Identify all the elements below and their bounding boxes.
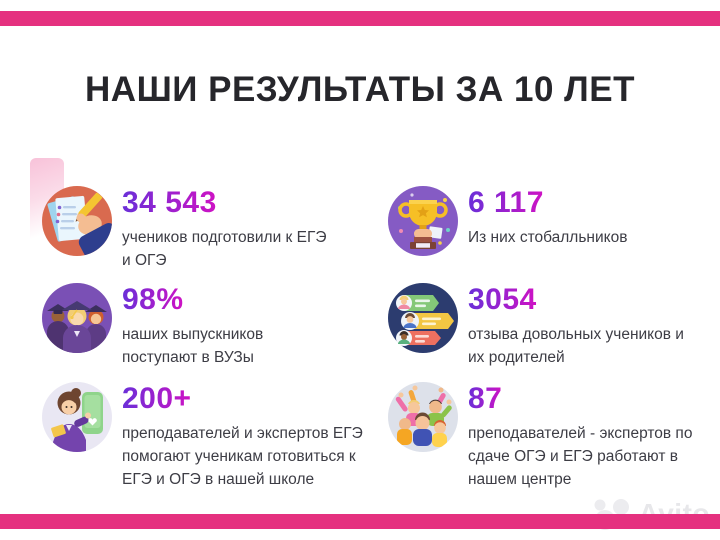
stat-label: преподавателей и экспертов ЕГЭ помогают … [122,425,363,488]
celebrating-team-icon [388,382,458,452]
stat-value: 3054 [468,283,537,316]
stat-item-graduates: 98% наших выпускников поступают в ВУЗы [42,283,388,382]
stat-item-students: 34 543 учеников подготовили к ЕГЭ и ОГЭ [42,186,388,283]
stat-item-teachers: 200+ преподавателей и экспертов ЕГЭ помо… [42,382,388,491]
teacher-icon [42,382,112,452]
stat-label: Из них стобалльников [468,229,628,246]
page-title: НАШИ РЕЗУЛЬТАТЫ ЗА 10 ЛЕТ [85,70,635,109]
stat-value: 98% [122,283,184,316]
stat-value: 6 117 [468,186,544,219]
stat-value: 200+ [122,382,192,415]
stat-label: наших выпускников поступают в ВУЗы [122,326,264,366]
stat-item-experts: 87 преподавателей - экспертов по сдаче О… [388,382,720,491]
stat-label: учеников подготовили к ЕГЭ и ОГЭ [122,229,327,269]
stat-value: 34 543 [122,186,217,219]
reviews-icon [388,283,458,353]
stat-item-reviews: 3054 отзыва довольных учеников и их роди… [388,283,720,382]
exam-writing-icon [42,186,112,256]
stat-item-top-scorers: 6 117 Из них стобалльников [388,186,720,283]
bottom-accent-bar [0,514,720,529]
stat-label: отзыва довольных учеников и их родителей [468,326,684,366]
stats-grid: 34 543 учеников подготовили к ЕГЭ и ОГЭ [42,186,720,491]
stat-value: 87 [468,382,503,415]
stat-label: преподавателей - экспертов по сдаче ОГЭ … [468,425,693,488]
top-accent-bar [0,11,720,26]
graduates-icon [42,283,112,353]
trophy-icon [388,186,458,256]
